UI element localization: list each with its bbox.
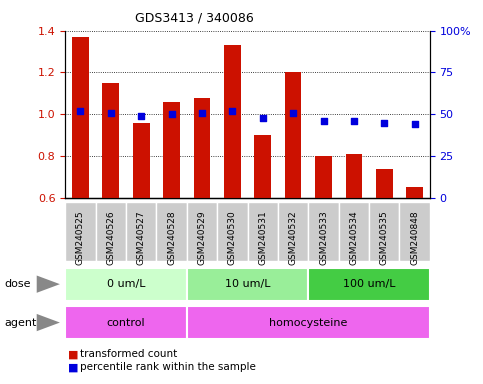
Point <box>76 108 84 114</box>
Point <box>381 119 388 126</box>
Bar <box>163 102 180 198</box>
Text: GSM240532: GSM240532 <box>289 210 298 265</box>
FancyBboxPatch shape <box>399 202 430 261</box>
Text: GSM240534: GSM240534 <box>349 210 358 265</box>
FancyBboxPatch shape <box>65 268 187 301</box>
Point <box>107 109 114 116</box>
Point <box>168 111 175 118</box>
Bar <box>72 37 89 198</box>
Polygon shape <box>37 314 60 331</box>
Point <box>198 109 206 116</box>
Text: GSM240530: GSM240530 <box>228 210 237 265</box>
Text: GSM240531: GSM240531 <box>258 210 267 265</box>
FancyBboxPatch shape <box>187 202 217 261</box>
Bar <box>315 156 332 198</box>
Text: GSM240533: GSM240533 <box>319 210 328 265</box>
Text: 10 um/L: 10 um/L <box>225 279 270 289</box>
FancyBboxPatch shape <box>126 202 156 261</box>
Point <box>137 113 145 119</box>
Text: GSM240848: GSM240848 <box>410 210 419 265</box>
Bar <box>376 169 393 198</box>
Point <box>228 108 236 114</box>
Point <box>350 118 358 124</box>
Text: dose: dose <box>5 279 31 289</box>
Text: transformed count: transformed count <box>80 349 177 359</box>
Text: 0 um/L: 0 um/L <box>107 279 145 289</box>
Bar <box>133 122 150 198</box>
FancyBboxPatch shape <box>65 202 96 261</box>
Text: control: control <box>107 318 145 328</box>
Bar <box>224 45 241 198</box>
FancyBboxPatch shape <box>187 268 308 301</box>
FancyBboxPatch shape <box>278 202 308 261</box>
Point <box>411 121 419 127</box>
Text: homocysteine: homocysteine <box>269 318 347 328</box>
Text: agent: agent <box>5 318 37 328</box>
Bar <box>406 187 423 198</box>
FancyBboxPatch shape <box>308 202 339 261</box>
Point <box>259 114 267 121</box>
FancyBboxPatch shape <box>96 202 126 261</box>
Bar <box>345 154 362 198</box>
Point <box>320 118 327 124</box>
Bar <box>285 73 301 198</box>
Polygon shape <box>37 276 60 293</box>
FancyBboxPatch shape <box>369 202 399 261</box>
Text: GSM240527: GSM240527 <box>137 210 146 265</box>
Text: GSM240529: GSM240529 <box>198 210 206 265</box>
Text: GDS3413 / 340086: GDS3413 / 340086 <box>135 12 254 25</box>
Bar <box>194 98 210 198</box>
Text: 100 um/L: 100 um/L <box>343 279 396 289</box>
Point <box>289 109 297 116</box>
Text: ■: ■ <box>68 362 78 372</box>
Text: GSM240526: GSM240526 <box>106 210 115 265</box>
FancyBboxPatch shape <box>187 306 430 339</box>
FancyBboxPatch shape <box>217 202 248 261</box>
FancyBboxPatch shape <box>156 202 187 261</box>
Text: percentile rank within the sample: percentile rank within the sample <box>80 362 256 372</box>
FancyBboxPatch shape <box>65 306 187 339</box>
FancyBboxPatch shape <box>339 202 369 261</box>
Text: ■: ■ <box>68 349 78 359</box>
Text: GSM240528: GSM240528 <box>167 210 176 265</box>
Text: GSM240535: GSM240535 <box>380 210 389 265</box>
Text: GSM240525: GSM240525 <box>76 210 85 265</box>
Bar <box>255 135 271 198</box>
Bar <box>102 83 119 198</box>
FancyBboxPatch shape <box>248 202 278 261</box>
FancyBboxPatch shape <box>308 268 430 301</box>
